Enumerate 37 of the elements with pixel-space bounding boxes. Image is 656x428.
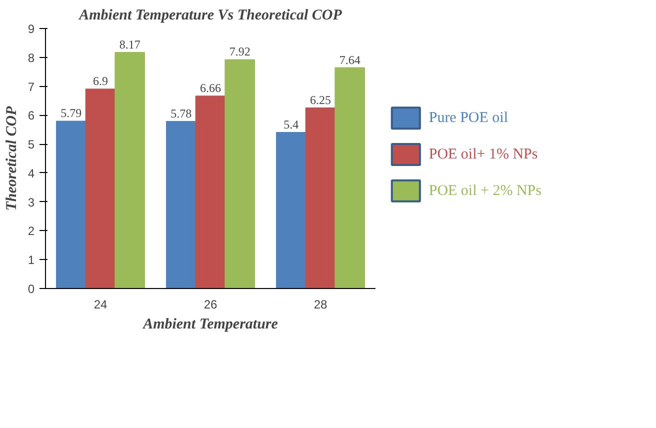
y-tick-label: 2 xyxy=(28,224,35,238)
y-tick-label: 6 xyxy=(28,108,35,123)
bar xyxy=(305,107,336,288)
x-tick-label: 24 xyxy=(94,298,108,312)
y-tick-label: 8 xyxy=(28,50,35,65)
data-label: 5.79 xyxy=(60,106,82,120)
x-tick-label: 28 xyxy=(314,298,328,312)
legend-label: Pure POE oil xyxy=(428,110,508,126)
data-label: 6.66 xyxy=(200,81,221,96)
data-label: 5.4 xyxy=(284,118,299,132)
data-label: 7.92 xyxy=(229,44,250,59)
legend-label: POE oil+ 1% NPs xyxy=(428,146,538,162)
y-tick-label: 7 xyxy=(28,80,35,94)
data-label: 7.64 xyxy=(339,52,360,67)
data-label: 5.78 xyxy=(170,106,192,121)
bar xyxy=(334,67,365,288)
y-tick-label: 1 xyxy=(28,253,35,268)
data-label: 6.9 xyxy=(93,74,108,88)
data-label: 6.25 xyxy=(310,92,331,107)
legend-label: POE oil + 2% NPs xyxy=(428,182,542,199)
data-label: 8.17 xyxy=(119,37,140,52)
y-tick-label: 5 xyxy=(28,138,35,152)
y-tick-label: 9 xyxy=(28,22,35,36)
x-tick-label: 26 xyxy=(204,298,218,312)
bar xyxy=(224,59,255,288)
y-tick-label: 4 xyxy=(28,166,35,180)
bar xyxy=(276,132,306,288)
chart-title: Ambient Temperature Vs Theoretical COP xyxy=(78,8,343,24)
bar xyxy=(56,120,86,288)
y-axis-title: Theoretical COP xyxy=(4,105,20,211)
x-axis-title: Ambient Temperature xyxy=(142,316,278,332)
bar xyxy=(195,96,226,288)
y-tick-label: 3 xyxy=(28,195,35,210)
bar xyxy=(114,52,145,288)
bar xyxy=(166,121,196,288)
y-tick-label: 0 xyxy=(28,282,35,296)
bar xyxy=(85,88,116,288)
